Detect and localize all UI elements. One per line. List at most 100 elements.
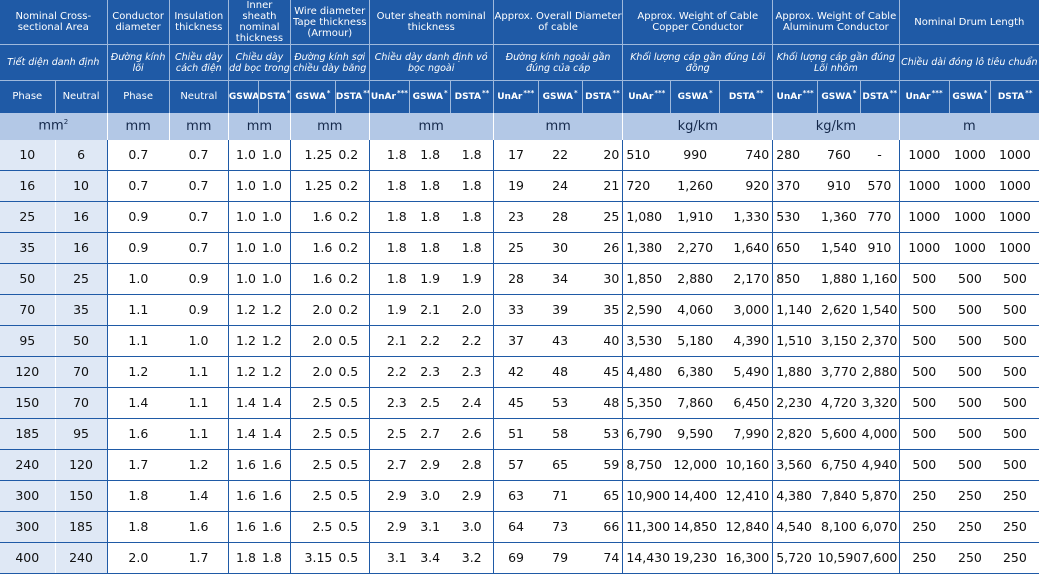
table-cell: 2.8 xyxy=(450,449,494,481)
unit-area-sup: 2 xyxy=(63,118,69,127)
table-cell: 250 xyxy=(898,542,950,574)
table-cell: 1.8 xyxy=(258,542,291,574)
table-cell: 2.9 xyxy=(450,480,494,512)
sub-drum-unar: UnAr*** xyxy=(898,80,950,113)
table-cell: 1.8 xyxy=(409,139,451,171)
table-cell: 500 xyxy=(949,294,991,326)
table-cell: 1000 xyxy=(949,170,991,202)
vn-header-outer-sheath: Chiều dày danh định vỏ bọc ngoài xyxy=(368,44,494,81)
table-cell: 7,840 xyxy=(817,480,861,512)
table-cell: 0.5 xyxy=(335,511,369,543)
table-cell: 12,000 xyxy=(670,449,720,481)
table-cell: 2.5 xyxy=(290,480,336,512)
table-cell: 71 xyxy=(538,480,583,512)
table-cell: 4,540 xyxy=(772,511,818,543)
table-cell: 1.8 xyxy=(409,232,451,264)
table-cell: 120 xyxy=(0,356,56,388)
table-cell: 2.9 xyxy=(368,511,410,543)
sub-inner-dsta: DSTA** xyxy=(258,80,291,113)
table-cell: 500 xyxy=(990,356,1039,388)
table-cell: 1.2 xyxy=(227,325,259,357)
table-cell: 0.7 xyxy=(169,170,229,202)
table-cell: 2.2 xyxy=(450,325,494,357)
sub-mark: *** xyxy=(802,88,814,97)
table-cell: 740 xyxy=(719,139,773,171)
table-row: 16 10 0.7 0.7 1.0 1.0 1.25 0.2 1.8 1.8 1.8 19 24 21 72… xyxy=(0,170,1039,202)
table-cell: 530 xyxy=(772,201,818,233)
table-cell: 1.0 xyxy=(227,139,259,171)
table-cell: 7,990 xyxy=(719,418,773,450)
table-cell: 720 xyxy=(622,170,671,202)
table-cell: 1.4 xyxy=(169,480,229,512)
table-cell: 910 xyxy=(817,170,861,202)
sub-inner-gswa: GSWA* xyxy=(227,80,259,113)
table-cell: 300 xyxy=(0,480,56,512)
table-cell: 2.0 xyxy=(106,542,170,574)
sub-mark: *** xyxy=(931,88,943,97)
table-cell: 2.0 xyxy=(290,325,336,357)
table-cell: 1000 xyxy=(990,232,1039,264)
table-cell: 3.1 xyxy=(368,542,410,574)
header-weight-copper: Approx. Weight of Cable Copper Conductor xyxy=(622,0,773,45)
table-cell: 1.0 xyxy=(258,232,291,264)
table-cell: 74 xyxy=(582,542,623,574)
header-nominal-area: Nominal Cross-sectional Area xyxy=(0,0,108,45)
table-row: 300 150 1.8 1.4 1.6 1.6 2.5 0.5 2.9 3.0 2.9 63 71 65 1… xyxy=(0,480,1039,512)
table-cell: 1.8 xyxy=(368,263,410,295)
table-cell: 3,150 xyxy=(817,325,861,357)
table-cell: 95 xyxy=(0,325,56,357)
sub-label: GSWA xyxy=(677,91,709,102)
table-cell: 0.7 xyxy=(169,232,229,264)
table-cell: 1.1 xyxy=(106,294,170,326)
table-cell: 5,870 xyxy=(860,480,900,512)
table-cell: 250 xyxy=(990,511,1039,543)
vn-header-conductor-diameter: Đường kính lõi xyxy=(106,44,170,81)
table-cell: 1.6 xyxy=(258,511,291,543)
table-cell: 1.9 xyxy=(368,294,410,326)
table-cell: 2.2 xyxy=(368,356,410,388)
table-cell: 760 xyxy=(817,139,861,171)
table-cell: 12,410 xyxy=(719,480,773,512)
table-cell: 16 xyxy=(54,232,108,264)
header-inner-sheath: Inner sheath nominal thickness xyxy=(227,0,291,45)
table-cell: 8,750 xyxy=(622,449,671,481)
table-cell: 58 xyxy=(538,418,583,450)
table-cell: 70 xyxy=(54,356,108,388)
table-cell: 65 xyxy=(538,449,583,481)
sub-label: GSWA xyxy=(952,91,983,102)
table-cell: 48 xyxy=(538,356,583,388)
table-cell: 1000 xyxy=(898,139,950,171)
sub-label: DSTA xyxy=(728,91,756,102)
table-cell: 4,060 xyxy=(670,294,720,326)
table-cell: 14,430 xyxy=(622,542,671,574)
table-cell: 2.5 xyxy=(368,418,410,450)
table-cell: 45 xyxy=(492,387,539,419)
table-cell: 250 xyxy=(990,480,1039,512)
table-cell: 25 xyxy=(492,232,539,264)
table-cell: 0.2 xyxy=(335,232,369,264)
table-cell: 400 xyxy=(0,542,56,574)
table-cell: 240 xyxy=(0,449,56,481)
table-cell: 7,600 xyxy=(860,542,900,574)
table-cell: 250 xyxy=(949,480,991,512)
table-cell: 3,770 xyxy=(817,356,861,388)
table-cell: 1.1 xyxy=(169,356,229,388)
table-cell: 1.1 xyxy=(169,418,229,450)
table-cell: 43 xyxy=(538,325,583,357)
unit-area: mm2 xyxy=(0,112,108,140)
sub-mark: ** xyxy=(756,88,764,97)
sub-cu-unar: UnAr*** xyxy=(622,80,671,113)
table-cell: 1.4 xyxy=(227,418,259,450)
sub-label: UnAr xyxy=(628,91,654,102)
table-row: 150 70 1.4 1.1 1.4 1.4 2.5 0.5 2.3 2.5 2.4 45 53 48 5,… xyxy=(0,387,1039,419)
table-cell: 2.0 xyxy=(290,294,336,326)
table-cell: 4,390 xyxy=(719,325,773,357)
table-cell: 370 xyxy=(772,170,818,202)
table-cell: 500 xyxy=(898,263,950,295)
table-cell: 19,230 xyxy=(670,542,720,574)
table-cell: 250 xyxy=(898,511,950,543)
sub-mark: *** xyxy=(654,88,666,97)
table-cell: 7,860 xyxy=(670,387,720,419)
table-cell: 3,000 xyxy=(719,294,773,326)
sub-label: DSTA xyxy=(862,91,889,102)
